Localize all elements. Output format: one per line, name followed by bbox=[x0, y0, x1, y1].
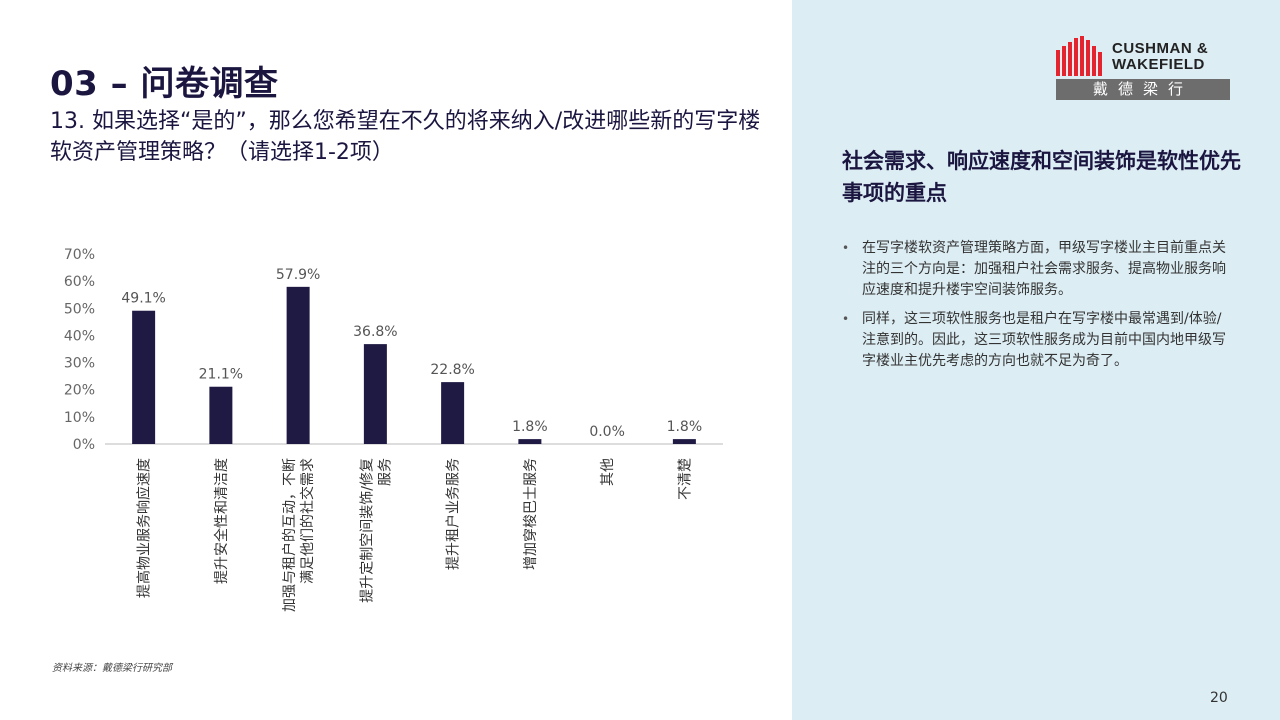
x-tick-label: 增加穿梭巴士服务 bbox=[522, 458, 539, 570]
data-label: 22.8% bbox=[430, 362, 474, 378]
data-label: 0.0% bbox=[589, 424, 625, 440]
bullet-text: 在写字楼软资产管理策略方面，甲级写字楼业主目前重点关注的三个方向是：加强租户社会… bbox=[862, 240, 1226, 298]
data-label: 36.8% bbox=[353, 324, 397, 340]
cushman-wakefield-logo: CUSHMAN & WAKEFIELD 戴德梁行 bbox=[1054, 36, 1232, 102]
y-tick-label: 10% bbox=[64, 410, 95, 426]
bullet-item: • 在写字楼软资产管理策略方面，甲级写字楼业主目前重点关注的三个方向是：加强租户… bbox=[842, 238, 1234, 301]
data-label: 57.9% bbox=[276, 267, 320, 283]
bar bbox=[441, 382, 465, 444]
bar-chart: 0% 10% 20% 30% 40% 50% 60% 70% 49.1% 提高物业服务响应速度 21… bbox=[64, 247, 723, 612]
page-title: 03 – 问卷调查 bbox=[50, 64, 279, 104]
x-tick-label: 其他 bbox=[600, 458, 616, 486]
data-label: 21.1% bbox=[199, 367, 243, 383]
bar bbox=[518, 439, 542, 444]
survey-question: 13. 如果选择“是的”，那么您希望在不久的将来纳入/改进哪些新的写字楼软资产管… bbox=[50, 109, 761, 165]
logo-line-1: CUSHMAN & bbox=[1112, 40, 1209, 57]
page-number: 20 bbox=[1210, 690, 1228, 706]
bar bbox=[672, 439, 696, 444]
x-tick-label: 不清楚 bbox=[677, 458, 693, 500]
bullet-item: • 同样，这三项软性服务也是租户在写字楼中最常遇到/体验/注意到的。因此，这三项… bbox=[842, 309, 1234, 372]
y-tick-label: 70% bbox=[64, 247, 95, 263]
data-label: 1.8% bbox=[512, 419, 548, 435]
data-label: 49.1% bbox=[121, 291, 165, 307]
bullet-icon: • bbox=[842, 241, 850, 255]
logo-wordmark: CUSHMAN & WAKEFIELD bbox=[1112, 41, 1208, 73]
panel-heading: 社会需求、响应速度和空间装饰是软性优先事项的重点 bbox=[842, 149, 1241, 205]
bar bbox=[132, 310, 156, 444]
x-tick-label: 加强与租户的互动，不断 满足他们的社交需求 bbox=[281, 458, 316, 612]
bullet-icon: • bbox=[842, 312, 850, 326]
bullet-list: • 在写字楼软资产管理策略方面，甲级写字楼业主目前重点关注的三个方向是：加强租户… bbox=[842, 238, 1234, 380]
y-tick-label: 20% bbox=[64, 383, 95, 399]
bullet-text: 同样，这三项软性服务也是租户在写字楼中最常遇到/体验/注意到的。因此，这三项软性… bbox=[862, 311, 1226, 369]
logo-chinese-name: 戴德梁行 bbox=[1056, 79, 1230, 100]
y-tick-label: 60% bbox=[64, 274, 95, 290]
y-tick-label: 50% bbox=[64, 301, 95, 317]
summary-panel bbox=[792, 0, 1280, 720]
y-tick-label: 40% bbox=[64, 328, 95, 344]
source-note: 资料来源：戴德梁行研究部 bbox=[52, 663, 172, 674]
x-tick-label: 提高物业服务响应速度 bbox=[136, 458, 153, 598]
x-tick-label: 提升定制空间装饰/修复 服务 bbox=[358, 458, 393, 603]
bar bbox=[363, 344, 387, 444]
x-tick-label: 提升安全性和清洁度 bbox=[213, 458, 230, 584]
logo-line-2: WAKEFIELD bbox=[1112, 56, 1205, 73]
bar bbox=[286, 286, 310, 444]
bar bbox=[209, 386, 233, 444]
x-tick-label: 提升租户业务服务 bbox=[445, 458, 462, 570]
y-tick-label: 0% bbox=[73, 437, 95, 453]
logo-mark-icon bbox=[1056, 36, 1102, 76]
data-label: 1.8% bbox=[667, 419, 703, 435]
y-tick-label: 30% bbox=[64, 356, 95, 372]
